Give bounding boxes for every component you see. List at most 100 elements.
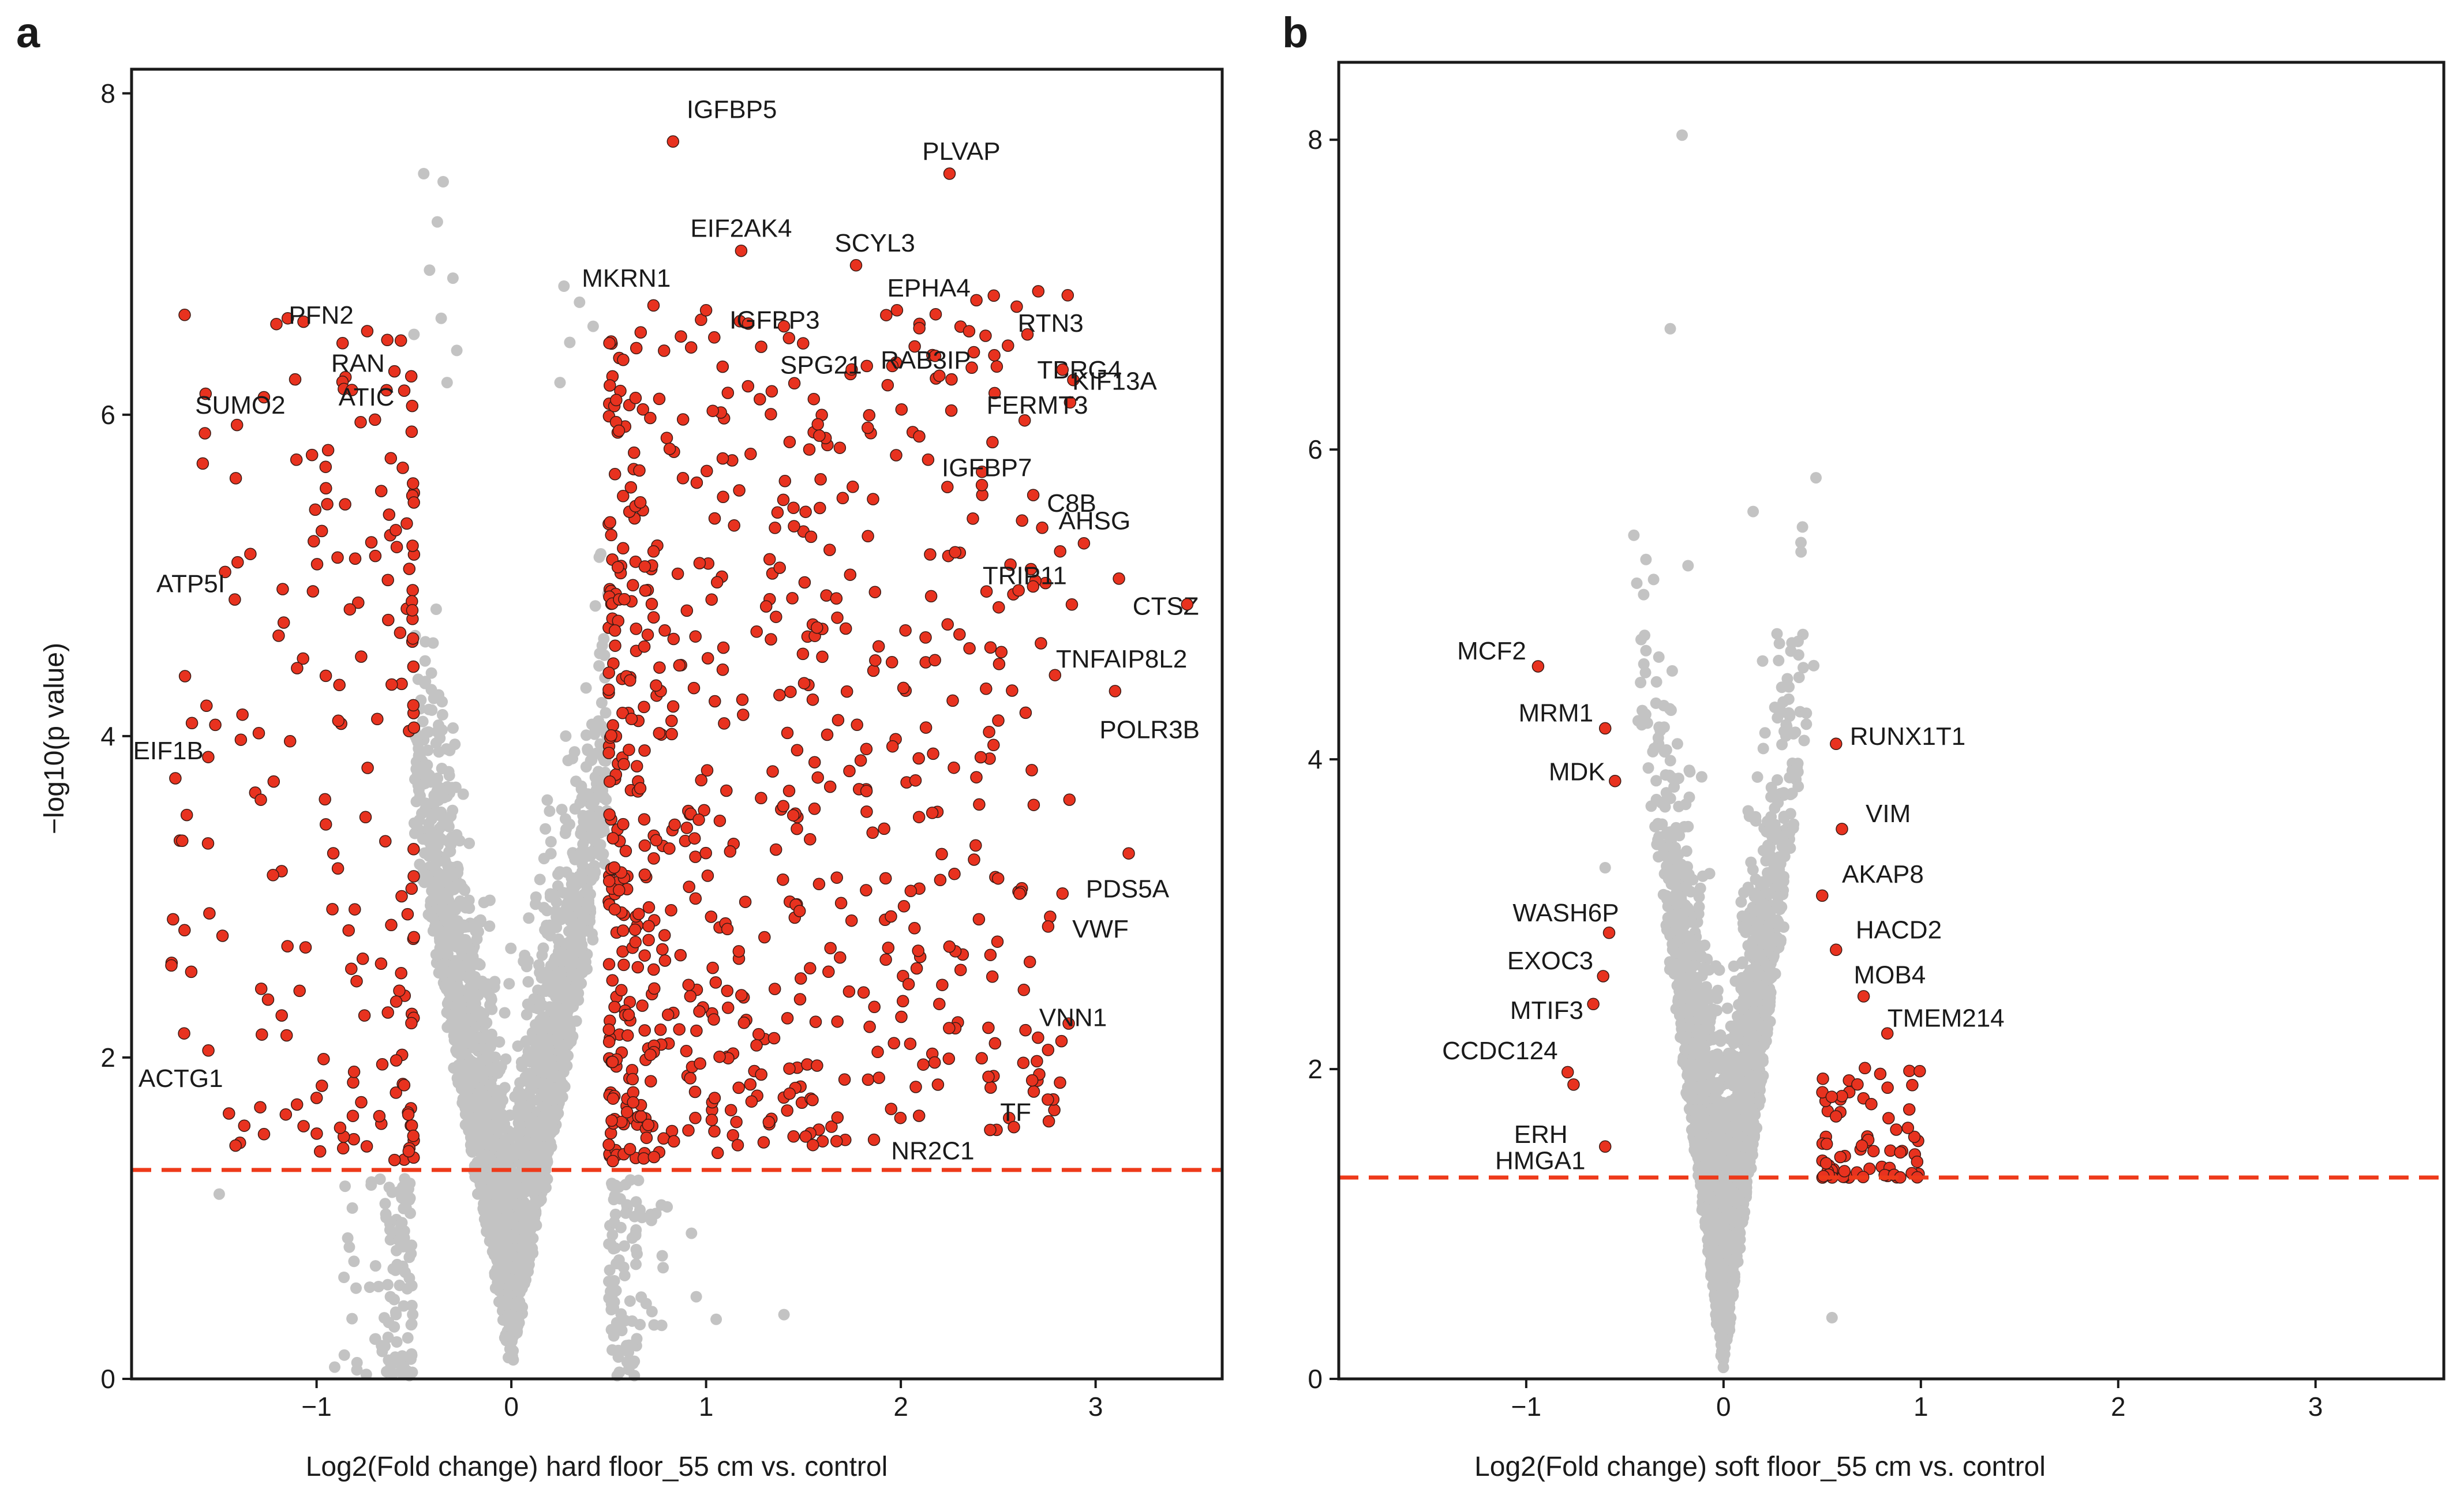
significant-point-753: [1013, 887, 1026, 900]
significant-point-457: [665, 714, 678, 728]
significant-point-335: [616, 924, 630, 937]
significant-point-183: [407, 870, 420, 883]
significant-point-659: [216, 929, 229, 942]
significant-point-230: [896, 995, 909, 1008]
significant-point-359: [807, 392, 821, 406]
nonsignificant-point-1951: [388, 1321, 400, 1333]
nonsignificant-point-60: [1647, 573, 1660, 586]
nonsignificant-point-2612: [408, 328, 420, 340]
gene-label-kif13a: KIF13A: [1072, 367, 1157, 395]
significant-point-742: [315, 524, 328, 538]
significant-point-888: [872, 1071, 885, 1084]
gene-point-kif13a: [1056, 363, 1069, 376]
nonsignificant-point-2107: [473, 958, 485, 970]
significant-point-358: [252, 727, 265, 740]
significant-point-544: [668, 1135, 680, 1148]
nonsignificant-point-348: [365, 1176, 377, 1188]
significant-point-641: [860, 884, 872, 897]
significant-point-193: [982, 1021, 995, 1034]
significant-point-823: [919, 721, 933, 734]
significant-point-518: [1063, 793, 1076, 806]
significant-point-2: [788, 377, 801, 390]
nonsignificant-point-1476: [576, 792, 588, 804]
significant-point-309: [355, 650, 368, 663]
significant-point-716: [373, 1109, 386, 1123]
nonsignificant-point-109: [593, 660, 605, 672]
nonsignificant-point-595: [394, 1279, 406, 1291]
significant-point-204: [705, 1113, 718, 1126]
significant-point-118: [400, 517, 413, 530]
significant-point-269: [984, 641, 997, 654]
nonsignificant-point-2179: [582, 744, 594, 756]
nonsignificant-point-2466: [491, 1232, 503, 1244]
significant-point-592: [661, 1008, 675, 1021]
gene-label-ran: RAN: [331, 350, 385, 378]
significant-point-259: [899, 624, 912, 637]
significant-point-403: [283, 735, 297, 748]
nonsignificant-point-606: [369, 1333, 381, 1345]
significant-point-697: [842, 985, 856, 998]
significant-point-322: [621, 1029, 634, 1042]
significant-point-140: [979, 329, 992, 342]
significant-point-302: [886, 740, 899, 753]
nonsignificant-point-2427: [551, 980, 563, 992]
nonsignificant-point-2536: [500, 1254, 512, 1266]
significant-point-570: [632, 908, 645, 920]
significant-point-164: [381, 573, 394, 587]
nonsignificant-point-2432: [552, 934, 564, 946]
nonsignificant-point-2323: [396, 1217, 408, 1229]
nonsignificant-point-1840: [420, 797, 432, 809]
nonsignificant-point-2245: [493, 1285, 505, 1296]
significant-point-729: [851, 718, 863, 732]
significant-point-567: [290, 1098, 304, 1111]
nonsignificant-point-2412: [593, 551, 605, 563]
nonsignificant-point-2575: [387, 1263, 399, 1275]
significant-point-253: [658, 344, 671, 357]
nonsignificant-point-459: [398, 1300, 410, 1312]
significant-point-808: [791, 822, 803, 835]
significant-point-373: [617, 542, 630, 555]
significant-point-413: [799, 1130, 812, 1143]
significant-point-725: [626, 1073, 639, 1086]
nonsignificant-point-665: [391, 1336, 403, 1348]
significant-point-719: [831, 611, 844, 624]
significant-point-728: [169, 772, 182, 785]
nonsignificant-point-1579: [614, 1193, 626, 1205]
significant-point-494: [653, 727, 666, 740]
nonsignificant-point-479: [1671, 738, 1683, 750]
significant-point-455: [886, 359, 899, 373]
nonsignificant-point-2478: [557, 1060, 570, 1072]
significant-point-227: [823, 780, 837, 793]
significant-point-739: [610, 393, 623, 407]
significant-point-775: [346, 384, 358, 396]
significant-point-757: [272, 629, 285, 642]
nonsignificant-point-2319: [455, 969, 467, 981]
significant-point-871: [814, 501, 826, 515]
significant-point-608: [401, 908, 414, 921]
significant-point-794: [888, 1037, 900, 1049]
nonsignificant-point-2525: [404, 1192, 416, 1204]
significant-point-448: [608, 1000, 621, 1014]
nonsignificant-point-2133: [396, 1367, 408, 1379]
nonsignificant-point-2528: [441, 948, 453, 959]
significant-point-499: [804, 833, 817, 846]
significant-point-69: [821, 728, 834, 741]
nonsignificant-point-2296: [457, 788, 469, 800]
significant-point-848: [933, 369, 946, 383]
nonsignificant-point-1928: [399, 1266, 411, 1278]
significant-point-411: [804, 962, 817, 975]
significant-point-671: [629, 936, 642, 948]
significant-point-807: [641, 628, 654, 642]
nonsignificant-point-2235: [603, 1292, 615, 1304]
nonsignificant-point-1379: [1788, 818, 1800, 830]
nonsignificant-point-534: [417, 715, 429, 728]
significant-point-864: [619, 845, 632, 857]
significant-point-590: [617, 490, 630, 503]
significant-point-531: [402, 1108, 415, 1121]
nonsignificant-point-2588: [444, 1009, 456, 1021]
significant-point-620: [894, 1111, 907, 1124]
nonsignificant-point-731: [391, 1244, 402, 1257]
significant-point-768: [624, 481, 638, 494]
significant-point-422: [830, 871, 843, 884]
significant-point-551: [688, 832, 701, 845]
